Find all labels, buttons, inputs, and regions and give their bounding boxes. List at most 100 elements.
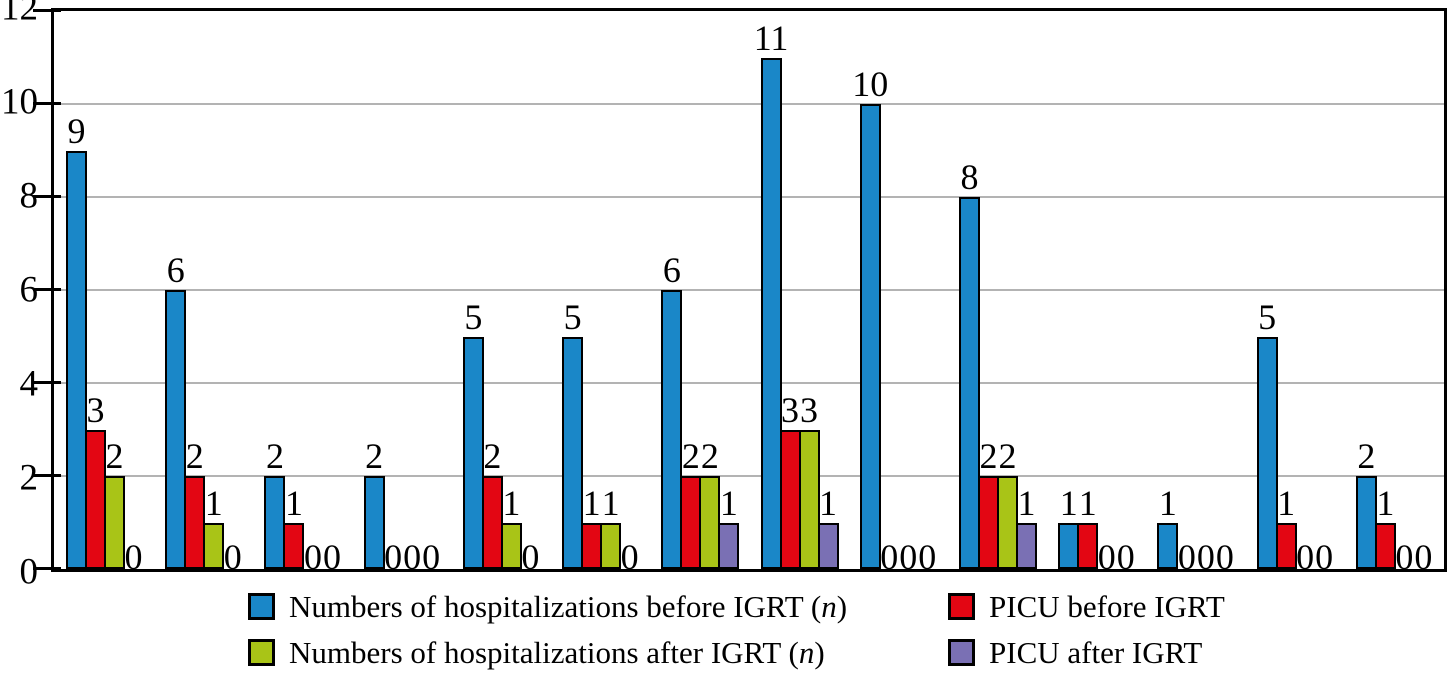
bar-picu-before-igrt-g14 [1374, 522, 1396, 569]
bar-slot-picu-before-igrt-g4: 0 [383, 11, 404, 575]
bar-value-label-picu-before-igrt-g8: 3 [781, 389, 800, 430]
bar-value-label-numbers-of-hospitalizations-before-igrt-n-g2: 6 [166, 250, 185, 290]
bar-slot-picu-before-igrt-g3: 1 [283, 11, 305, 569]
bar-value-label-numbers-of-hospitalizations-after-igrt-n-g13: 0 [1296, 537, 1315, 577]
bar-picu-after-igrt-g8 [817, 522, 839, 569]
bar-slot-numbers-of-hospitalizations-after-igrt-n-g6: 1 [600, 11, 622, 569]
bar-value-label-numbers-of-hospitalizations-before-igrt-n-g1: 9 [67, 110, 86, 151]
bar-value-label-picu-after-igrt-g3: 0 [322, 537, 341, 577]
legend-swatch-numbers-of-hospitalizations-before-igrt-n [248, 593, 275, 621]
bar-value-label-numbers-of-hospitalizations-before-igrt-n-g14: 2 [1357, 436, 1376, 477]
bar-slot-numbers-of-hospitalizations-before-igrt-n-g2: 6 [165, 11, 187, 569]
legend-item-numbers-of-hospitalizations-before-igrt-n: Numbers of hospitalizations before IGRT … [248, 589, 948, 625]
y-tick-mark-2 [33, 474, 61, 477]
y-tick-label-6: 6 [19, 269, 39, 311]
bar-value-label-numbers-of-hospitalizations-before-igrt-n-g8: 11 [753, 17, 789, 58]
bar-value-label-numbers-of-hospitalizations-after-igrt-n-g10: 2 [998, 436, 1017, 477]
bar-picu-before-igrt-g10 [977, 476, 999, 569]
bar-slot-picu-before-igrt-g14: 1 [1374, 11, 1396, 569]
gridline-y-4 [54, 381, 1444, 384]
y-tick-mark-10 [33, 101, 61, 105]
legend: Numbers of hospitalizations before IGRT … [248, 589, 1225, 670]
bar-slot-numbers-of-hospitalizations-after-igrt-n-g1: 2 [104, 11, 125, 569]
bar-value-label-picu-before-igrt-g9: 0 [880, 537, 899, 577]
bar-slot-numbers-of-hospitalizations-after-igrt-n-g11: 0 [1096, 11, 1117, 575]
bar-slot-picu-before-igrt-g1: 3 [85, 11, 106, 569]
bar-value-label-picu-after-igrt-g10: 1 [1017, 482, 1036, 523]
bar-value-label-picu-before-igrt-g13: 1 [1277, 482, 1296, 523]
bar-slot-picu-before-igrt-g5: 2 [481, 11, 503, 569]
bar-value-label-numbers-of-hospitalizations-after-igrt-n-g11: 0 [1097, 537, 1116, 577]
bar-slot-numbers-of-hospitalizations-before-igrt-n-g13: 5 [1256, 11, 1278, 569]
bar-slot-numbers-of-hospitalizations-after-igrt-n-g9: 0 [898, 11, 919, 575]
y-tick-label-10: 10 [1, 81, 38, 123]
bar-value-label-numbers-of-hospitalizations-after-igrt-n-g14: 0 [1395, 537, 1414, 577]
bar-slot-numbers-of-hospitalizations-before-igrt-n-g9: 10 [852, 11, 888, 569]
bar-value-label-numbers-of-hospitalizations-after-igrt-n-g6: 1 [601, 482, 620, 523]
y-tick-label-8: 8 [19, 175, 39, 217]
bar-slot-picu-after-igrt-g9: 0 [917, 11, 938, 575]
bar-value-label-numbers-of-hospitalizations-before-igrt-n-g3: 2 [265, 436, 284, 477]
bar-value-label-numbers-of-hospitalizations-after-igrt-n-g7: 2 [700, 436, 719, 477]
bar-picu-before-igrt-g2 [184, 476, 206, 569]
bar-value-label-picu-after-igrt-g11: 0 [1116, 537, 1135, 577]
bar-groups: 9 3 2 0 6 2 1 0 2 1 0 0 2 0 0 0 5 2 1 0 5 1 1 0 6 2 2 1 11 3 3 1 10 0 0 0 8 2… [54, 11, 1444, 575]
bar-slot-numbers-of-hospitalizations-before-igrt-n-g7: 6 [661, 11, 683, 569]
bar-picu-before-igrt-g7 [680, 476, 702, 569]
bar-value-label-picu-before-igrt-g2: 2 [185, 436, 204, 477]
bar-slot-picu-before-igrt-g12: 0 [1176, 11, 1197, 575]
bar-value-label-numbers-of-hospitalizations-after-igrt-n-g2: 1 [204, 482, 223, 523]
bar-slot-numbers-of-hospitalizations-after-igrt-n-g4: 0 [402, 11, 423, 575]
bar-slot-picu-after-igrt-g8: 1 [817, 11, 839, 569]
bar-value-label-picu-after-igrt-g6: 0 [620, 537, 639, 577]
bar-picu-before-igrt-g5 [481, 476, 503, 569]
legend-item-picu-after-igrt: PICU after IGRT [948, 635, 1225, 671]
legend-label-picu-before-igrt: PICU before IGRT [989, 589, 1225, 624]
bar-value-label-picu-after-igrt-g1: 0 [124, 537, 143, 577]
bar-slot-numbers-of-hospitalizations-after-igrt-n-g10: 2 [996, 11, 1018, 569]
bar-slot-picu-after-igrt-g2: 0 [222, 11, 243, 575]
bar-value-label-picu-before-igrt-g3: 1 [284, 482, 303, 523]
bar-slot-picu-before-igrt-g13: 1 [1275, 11, 1297, 569]
y-tick-mark-8 [33, 194, 61, 198]
bar-picu-before-igrt-g8 [779, 429, 801, 569]
bar-slot-picu-after-igrt-g3: 0 [321, 11, 342, 575]
bar-value-label-numbers-of-hospitalizations-before-igrt-n-g7: 6 [662, 250, 681, 290]
bar-numbers-of-hospitalizations-before-igrt-n-g4 [363, 476, 385, 569]
bar-value-label-numbers-of-hospitalizations-after-igrt-n-g8: 3 [800, 389, 819, 430]
bar-slot-numbers-of-hospitalizations-before-igrt-n-g10: 8 [958, 11, 980, 569]
legend-item-picu-before-igrt: PICU before IGRT [948, 589, 1225, 625]
y-tick-mark-12 [33, 9, 61, 12]
bar-value-label-numbers-of-hospitalizations-before-igrt-n-g12: 1 [1158, 482, 1177, 523]
bar-slot-numbers-of-hospitalizations-before-igrt-n-g1: 9 [66, 11, 87, 569]
bar-value-label-picu-before-igrt-g1: 3 [86, 389, 105, 430]
bar-slot-picu-before-igrt-g8: 3 [779, 11, 801, 569]
bar-slot-numbers-of-hospitalizations-before-igrt-n-g3: 2 [264, 11, 286, 569]
bar-slot-numbers-of-hospitalizations-after-igrt-n-g3: 0 [302, 11, 323, 575]
gridline-y-2 [54, 475, 1444, 477]
bar-numbers-of-hospitalizations-after-igrt-n-g6 [600, 522, 622, 569]
bar-numbers-of-hospitalizations-before-igrt-n-g6 [562, 336, 584, 569]
bar-slot-numbers-of-hospitalizations-after-igrt-n-g8: 3 [798, 11, 820, 569]
bar-numbers-of-hospitalizations-before-igrt-n-g7 [661, 290, 683, 569]
bar-value-label-picu-before-igrt-g11: 1 [1078, 482, 1097, 523]
y-tick-label-12: 12 [1, 0, 38, 29]
bar-value-label-picu-before-igrt-g12: 0 [1177, 537, 1196, 577]
bar-slot-numbers-of-hospitalizations-before-igrt-n-g6: 5 [562, 11, 584, 569]
bar-value-label-picu-before-igrt-g5: 2 [483, 436, 502, 477]
bar-numbers-of-hospitalizations-before-igrt-n-g2 [165, 290, 187, 569]
bar-slot-picu-after-igrt-g7: 1 [718, 11, 740, 569]
legend-label-numbers-of-hospitalizations-after-igrt-n: Numbers of hospitalizations after IGRT (… [289, 634, 825, 670]
bar-slot-picu-before-igrt-g11: 1 [1077, 11, 1099, 569]
bar-value-label-picu-before-igrt-g14: 1 [1376, 482, 1395, 523]
bar-slot-numbers-of-hospitalizations-before-igrt-n-g4: 2 [363, 11, 385, 569]
bar-slot-numbers-of-hospitalizations-before-igrt-n-g14: 2 [1355, 11, 1377, 569]
bar-value-label-numbers-of-hospitalizations-after-igrt-n-g1: 2 [105, 436, 124, 477]
bar-slot-picu-after-igrt-g12: 0 [1214, 11, 1235, 575]
